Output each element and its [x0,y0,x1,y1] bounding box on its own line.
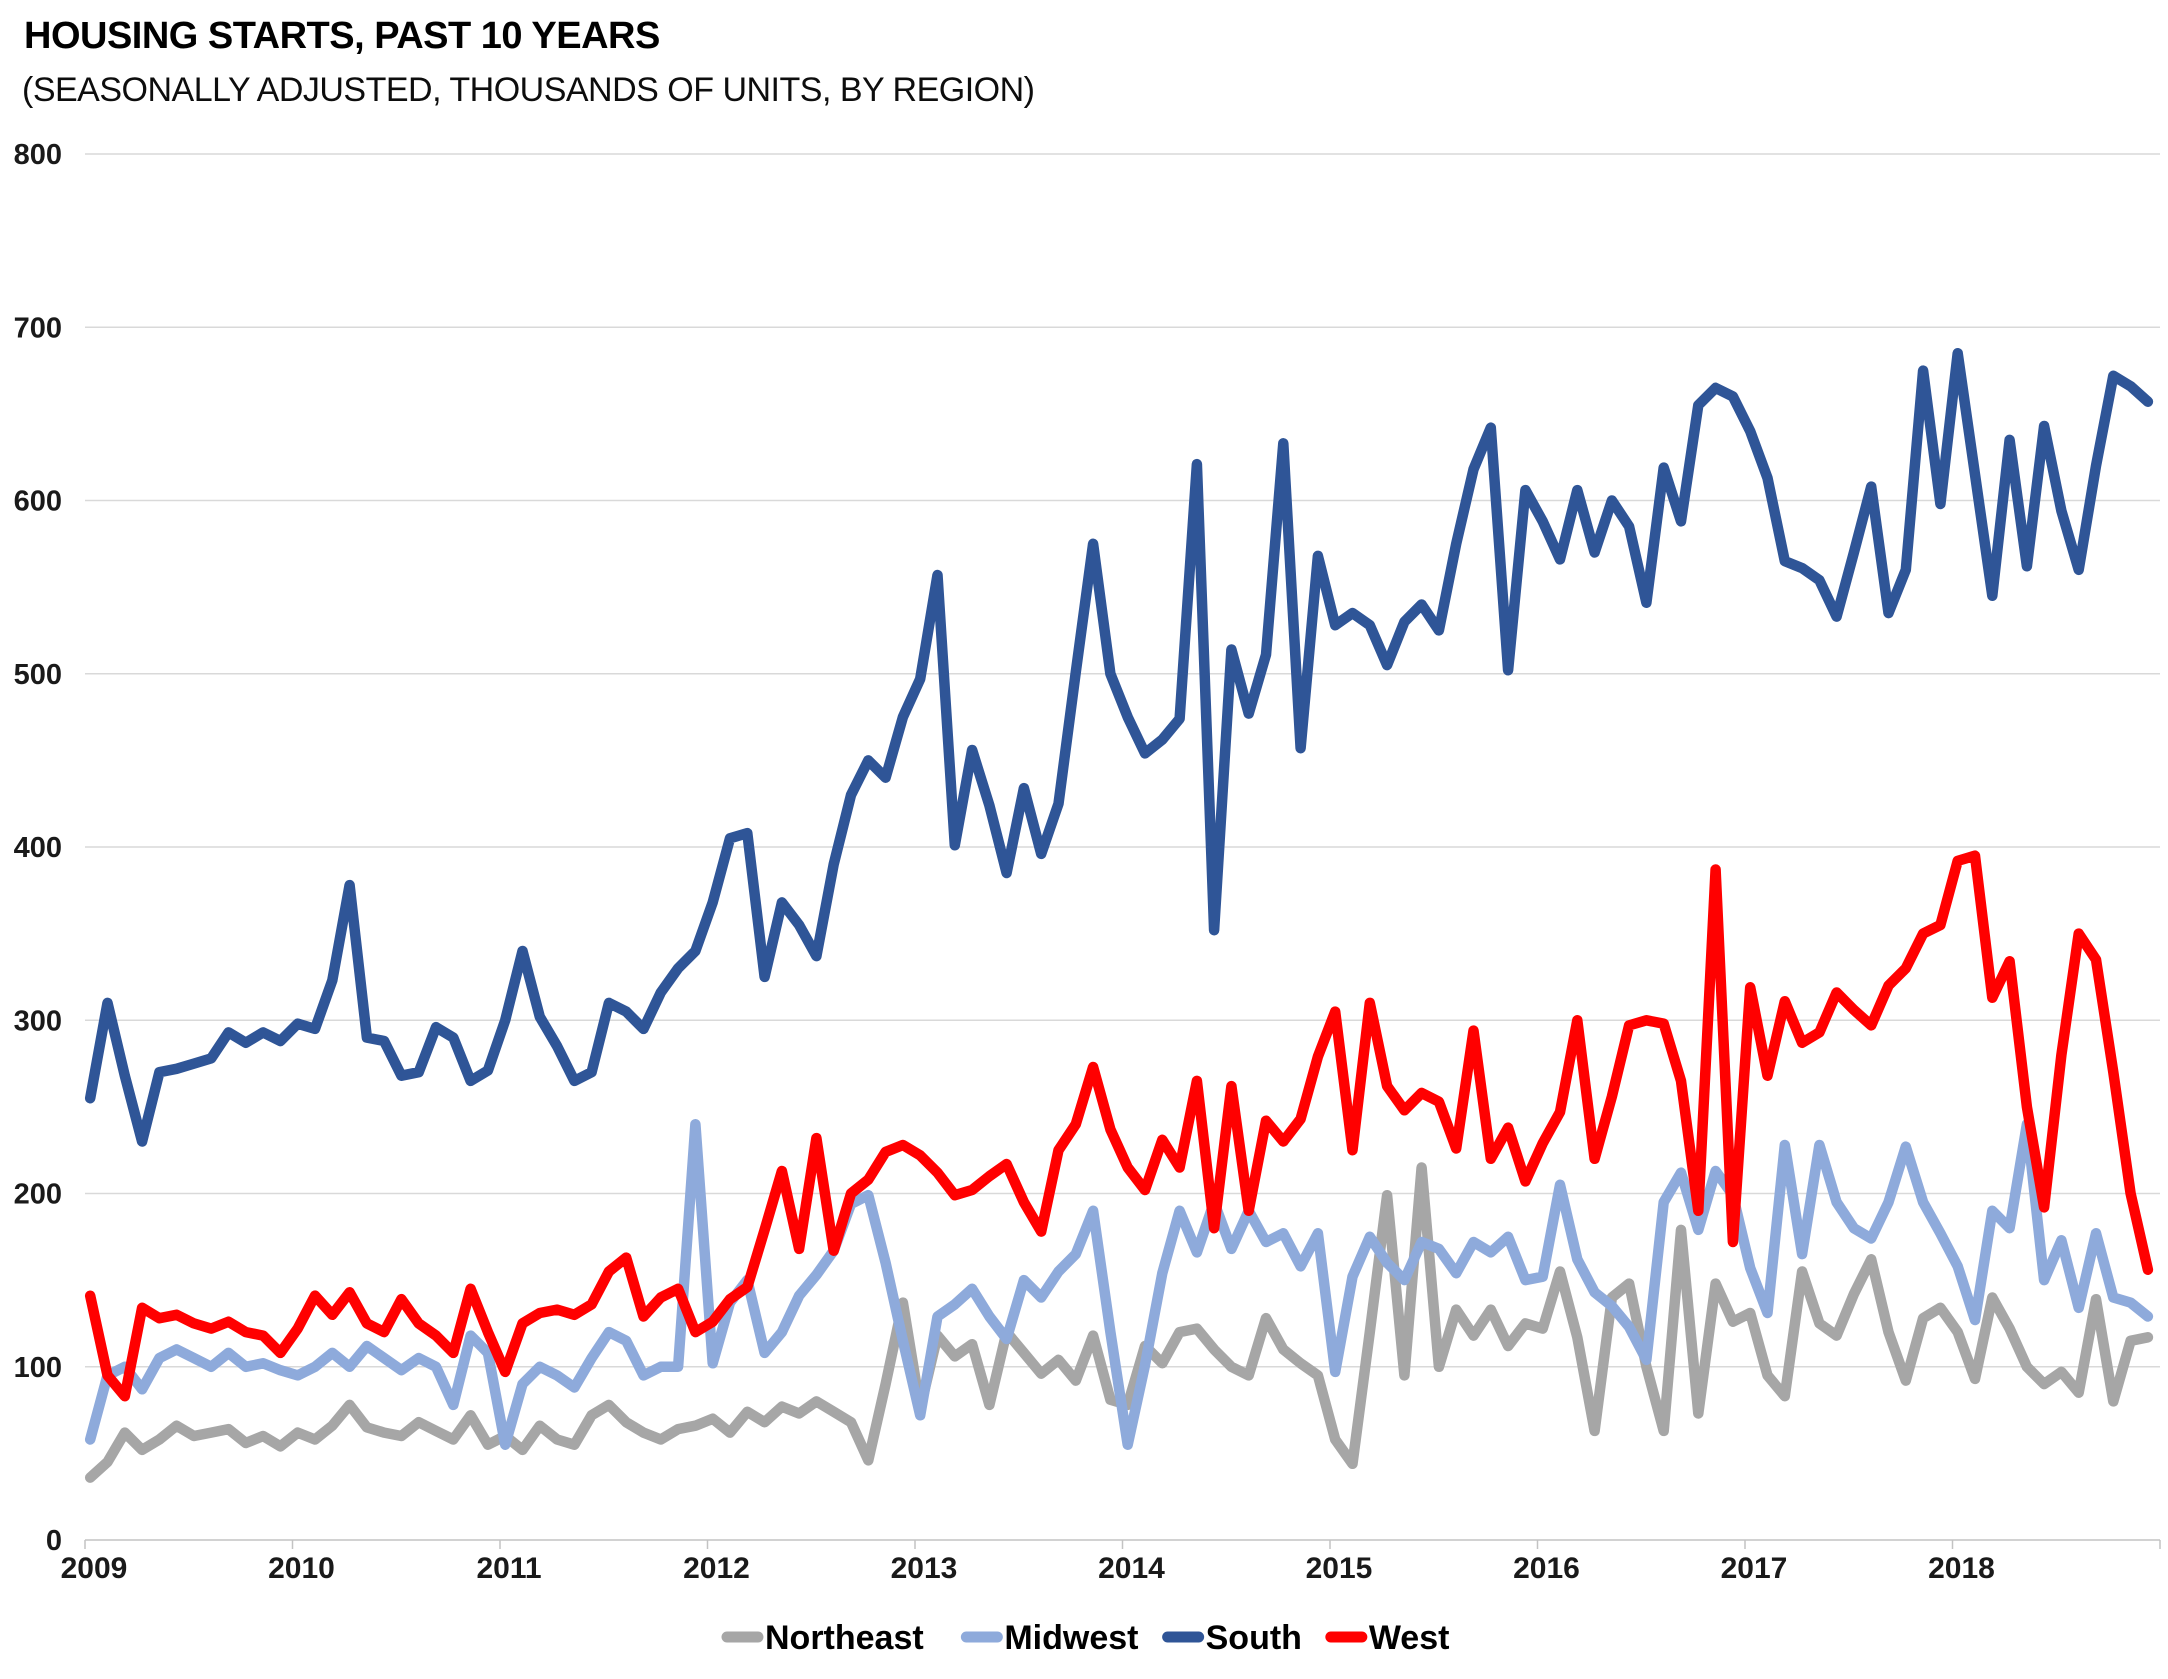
y-axis-label-600: 600 [14,486,62,518]
legend-label-west: West [1369,1619,1450,1657]
chart-subtitle: (SEASONALLY ADJUSTED, THOUSANDS OF UNITS… [22,71,1034,109]
x-axis: 2009 2010 2011 2012 2013 2014 2015 2016 2017 2018 [61,1540,2161,1585]
legend-label-south: South [1206,1619,1302,1657]
legend-label-midwest: Midwest [1004,1619,1138,1657]
y-axis-label-100: 100 [14,1352,62,1384]
x-axis-label-2011: 2011 [476,1552,541,1585]
x-axis-label-2017: 2017 [1721,1552,1788,1585]
series-line-south [84,347,2154,1147]
y-axis-label-300: 300 [14,1005,62,1037]
chart-title: HOUSING STARTS, PAST 10 YEARS [24,15,660,57]
x-axis-label-2009: 2009 [61,1552,128,1585]
x-axis-label-2018: 2018 [1928,1552,1995,1585]
y-axis-label-200: 200 [14,1179,62,1211]
y-axis-label-0: 0 [46,1525,62,1557]
x-axis-label-2016: 2016 [1513,1552,1580,1585]
x-axis-label-2013: 2013 [891,1552,958,1585]
legend-item-south: South [1162,1619,1302,1657]
x-axis-label-2015: 2015 [1306,1552,1373,1585]
legend-item-northeast: Northeast [721,1619,924,1657]
x-axis-label-2010: 2010 [268,1552,335,1585]
series-line-west [84,850,2154,1402]
series-line-midwest [84,1118,2154,1450]
legend-item-west: West [1325,1619,1450,1657]
x-axis-label-2012: 2012 [683,1552,750,1585]
legend-item-midwest: Midwest [960,1619,1138,1657]
y-axis-label-400: 400 [14,832,62,864]
x-axis-label-2014: 2014 [1098,1552,1165,1585]
legend-label-northeast: Northeast [765,1619,924,1657]
y-axis-label-800: 800 [14,139,62,171]
y-axis-labels: 0 100 200 300 400 500 600 700 800 [14,139,62,1557]
series-lines [84,347,2154,1483]
y-axis-label-500: 500 [14,659,62,691]
y-axis-label-700: 700 [14,312,62,344]
legend: Northeast Midwest South West [721,1619,1450,1657]
gridlines [85,153,2160,1541]
